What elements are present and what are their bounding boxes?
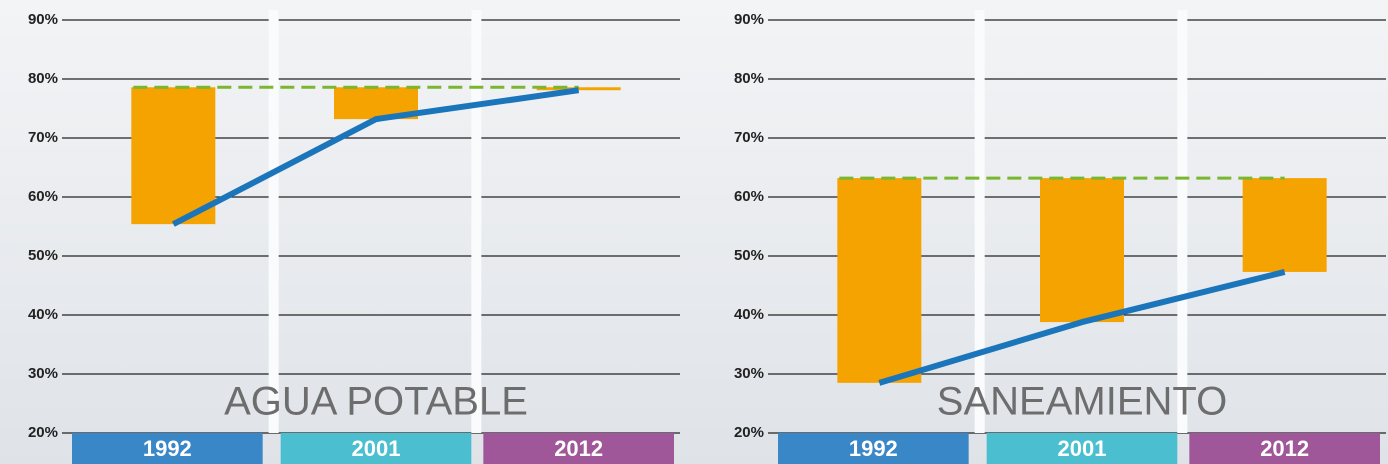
y-tick-label: 50% xyxy=(734,247,764,264)
category-band xyxy=(483,433,674,464)
y-tick-label: 20% xyxy=(734,424,764,441)
y-tick-label: 50% xyxy=(28,247,58,264)
gap-bar xyxy=(1040,178,1124,323)
x-tick-label: 2012 xyxy=(1260,436,1309,461)
y-tick-label: 60% xyxy=(734,188,764,205)
annotation: AGUA POTABLE xyxy=(224,380,528,424)
series-line xyxy=(171,87,580,227)
y-tick-label: 40% xyxy=(28,306,58,323)
y-tick-label: 90% xyxy=(734,11,764,28)
band-separator xyxy=(268,10,279,433)
y-tick-label: 30% xyxy=(28,365,58,382)
category-band xyxy=(1189,433,1380,464)
category-band xyxy=(72,433,263,464)
gap-bar xyxy=(131,87,216,225)
category-band xyxy=(778,433,969,464)
y-tick-label: 30% xyxy=(734,365,764,382)
band-separator xyxy=(1177,10,1188,433)
x-tick-label: 2012 xyxy=(554,436,603,461)
band-separator xyxy=(974,10,985,433)
annotation: SANEAMIENTO xyxy=(937,380,1227,424)
y-tick-label: 80% xyxy=(734,70,764,87)
x-tick-label: 2001 xyxy=(352,436,401,461)
y-tick-label: 20% xyxy=(28,424,58,441)
x-tick-label: 1992 xyxy=(143,436,192,461)
y-tick-label: 60% xyxy=(28,188,58,205)
gap-bar xyxy=(1242,178,1327,272)
x-tick-label: 1992 xyxy=(849,436,898,461)
gap-bar xyxy=(837,178,922,383)
y-tick-label: 90% xyxy=(28,11,58,28)
y-tick-label: 70% xyxy=(734,129,764,146)
y-tick-label: 70% xyxy=(28,129,58,146)
band-separator xyxy=(471,10,482,433)
y-tick-label: 40% xyxy=(734,306,764,323)
category-band xyxy=(986,433,1178,464)
category-band xyxy=(280,433,472,464)
y-tick-label: 80% xyxy=(28,70,58,87)
x-tick-label: 2001 xyxy=(1058,436,1107,461)
series-line xyxy=(878,269,1286,386)
